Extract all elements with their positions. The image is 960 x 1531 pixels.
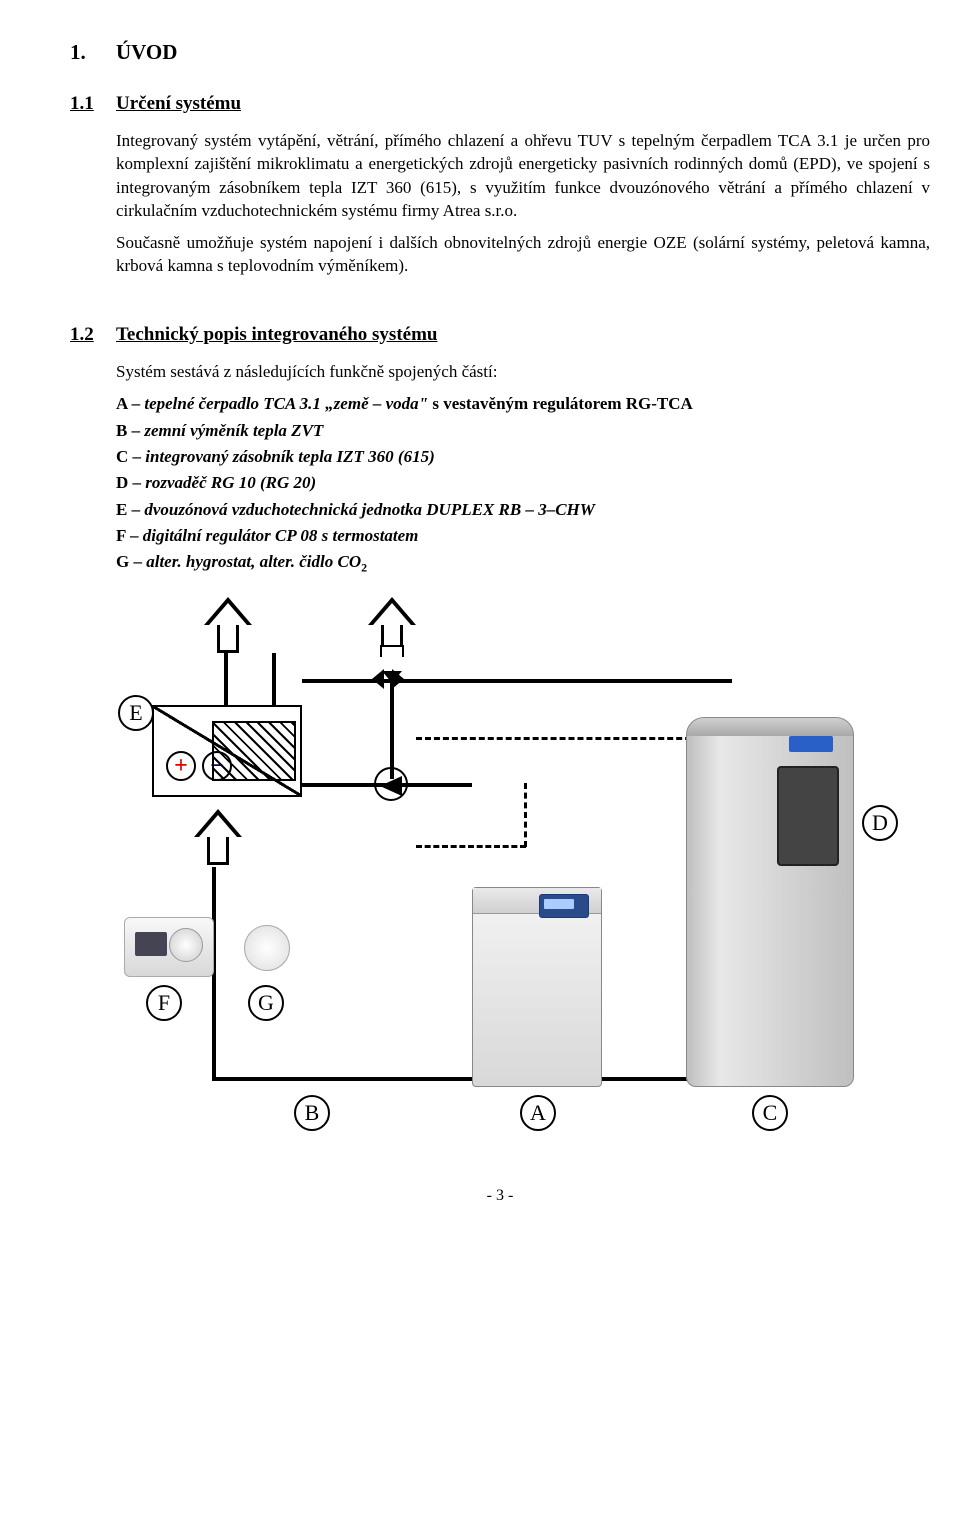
s11-p1: Integrovaný systém vytápění, větrání, př…: [116, 129, 930, 223]
h1-num: 1.: [70, 40, 116, 65]
label-f: F: [146, 985, 182, 1021]
intake-arrow-icon: [194, 809, 242, 865]
label-e: E: [118, 695, 154, 731]
s12-num: 1.2: [70, 324, 116, 346]
s12-title: Technický popis integrovaného systému: [116, 324, 930, 346]
storage-tank-icon: [686, 717, 854, 1087]
list-item: C – integrovaný zásobník tepla IZT 360 (…: [116, 444, 930, 470]
heading-1-1: 1.1 Určení systému: [70, 93, 930, 115]
label-d: D: [862, 805, 898, 841]
s12-intro: Systém sestává z následujících funkčně s…: [116, 360, 930, 383]
s11-title: Určení systému: [116, 93, 930, 115]
list-item: B – zemní výměník tepla ZVT: [116, 418, 930, 444]
s11-p2: Současně umožňuje systém napojení i dalš…: [116, 231, 930, 278]
regulator-icon: [124, 917, 214, 977]
list-item: E – dvouzónová vzduchotechnická jednotka…: [116, 497, 930, 523]
exhaust-arrow-icon: [204, 597, 252, 653]
heading-1: 1. ÚVOD: [70, 40, 930, 65]
page-number: - 3 -: [70, 1187, 930, 1205]
label-a: A: [520, 1095, 556, 1131]
list-item: F – digitální regulátor CP 08 s termosta…: [116, 523, 930, 549]
label-b: B: [294, 1095, 330, 1131]
list-item: D – rozvaděč RG 10 (RG 20): [116, 470, 930, 496]
h1-title: ÚVOD: [116, 40, 930, 65]
system-diagram: + − E F G: [116, 597, 936, 1157]
ahu-unit-icon: + −: [152, 705, 302, 797]
list-item: G – alter. hygrostat, alter. čidlo CO2: [116, 549, 930, 577]
label-c: C: [752, 1095, 788, 1131]
list-item: A – tepelné čerpadlo TCA 3.1 „země – vod…: [116, 391, 930, 417]
s11-num: 1.1: [70, 93, 116, 115]
hygrostat-icon: [244, 925, 290, 971]
page: 1. ÚVOD 1.1 Určení systému Integrovaný s…: [0, 0, 960, 1245]
label-g: G: [248, 985, 284, 1021]
heat-pump-icon: [472, 887, 602, 1087]
heading-1-2: 1.2 Technický popis integrovaného systém…: [70, 324, 930, 346]
component-list: A – tepelné čerpadlo TCA 3.1 „země – vod…: [116, 391, 930, 577]
